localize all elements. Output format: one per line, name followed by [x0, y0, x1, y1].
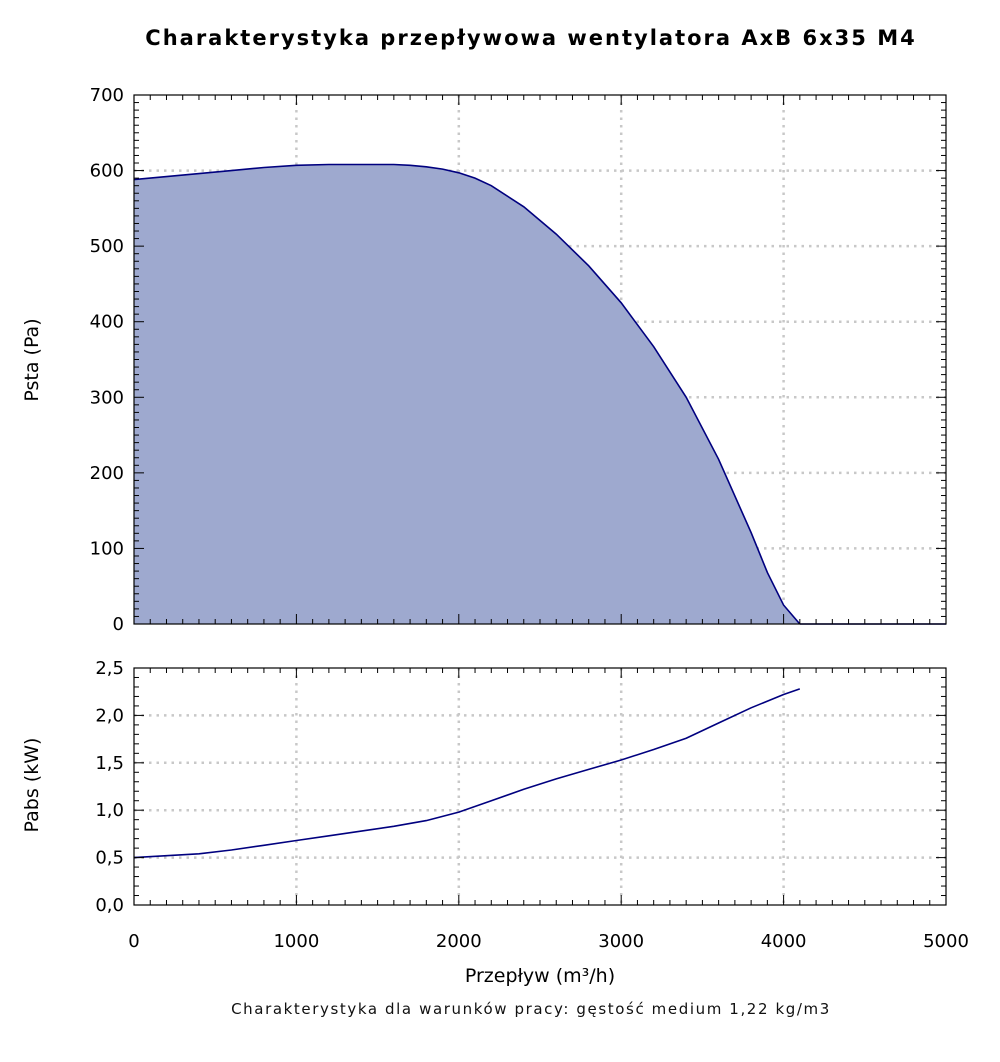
- x-tick-label: 5000: [923, 931, 969, 952]
- x-tick-label: 3000: [598, 931, 644, 952]
- pressure-y-tick-label: 500: [90, 236, 124, 257]
- pressure-curve: [133, 163, 801, 625]
- chart-footnote: Charakterystyka dla warunków pracy: gęst…: [231, 1000, 831, 1018]
- pressure-y-tick-label: 600: [90, 161, 124, 182]
- power-curve: [133, 688, 801, 859]
- pressure-y-tick-label: 0: [113, 614, 124, 635]
- pressure-panel: 0 100 200 300 400 500 600 700: [90, 85, 947, 635]
- power-y-tick-label: 0,0: [95, 895, 124, 916]
- power-y-tick-label: 2,5: [95, 658, 124, 679]
- x-tick-label: 1000: [273, 931, 319, 952]
- pressure-y-tick-label: 700: [90, 85, 124, 106]
- power-panel: 0,0 0,5 1,0 1,5 2,0 2,5 0 1000 2000 3000 4000 5000: [95, 658, 969, 952]
- power-y-tick-label: 0,5: [95, 848, 124, 869]
- power-y-tick-label: 1,5: [95, 753, 124, 774]
- power-plot-frame: [133, 667, 947, 906]
- x-axis-label: Przepływ (m³/h): [465, 965, 615, 987]
- x-tick-label: 4000: [761, 931, 807, 952]
- pressure-y-tick-label: 100: [90, 538, 124, 559]
- pressure-y-tick-label: 300: [90, 387, 124, 408]
- pressure-y-tick-label: 400: [90, 312, 124, 333]
- y-axis-label-pressure: Psta (Pa): [21, 318, 43, 401]
- power-y-tick-label: 1,0: [95, 800, 124, 821]
- pressure-area-fill: [134, 164, 800, 624]
- y-axis-label-power: Pabs (kW): [21, 738, 43, 833]
- chart-title: Charakterystyka przepływowa wentylatora …: [145, 26, 917, 50]
- power-y-tick-label: 2,0: [95, 705, 124, 726]
- x-tick-label: 0: [128, 931, 139, 952]
- pressure-y-tick-label: 200: [90, 463, 124, 484]
- x-tick-label: 2000: [436, 931, 482, 952]
